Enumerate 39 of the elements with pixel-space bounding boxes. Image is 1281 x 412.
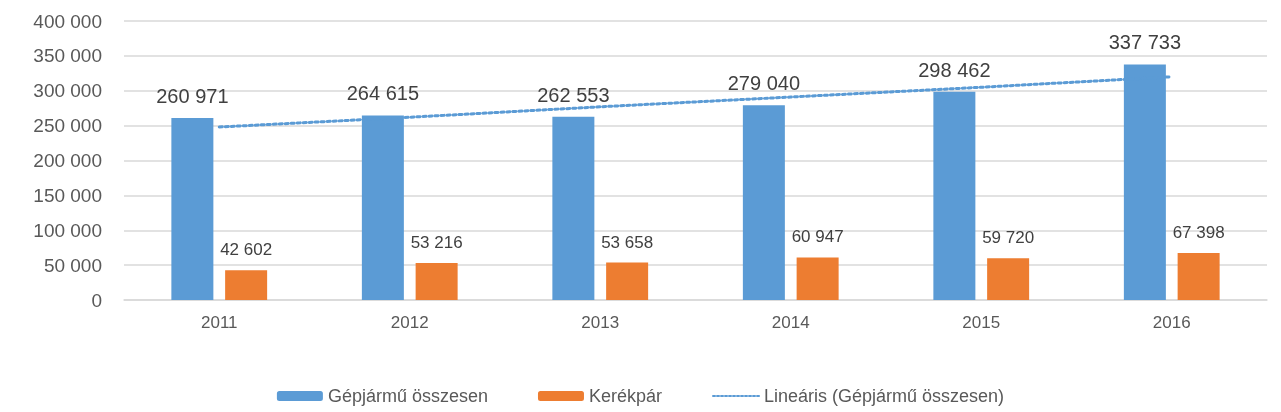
bar — [1177, 252, 1220, 300]
y-tick-label: 250 000 — [33, 115, 102, 137]
bar — [225, 270, 268, 300]
data-label: 264 615 — [346, 82, 420, 105]
bar — [796, 257, 839, 300]
y-tick-label: 200 000 — [33, 150, 102, 171]
data-label: 262 553 — [537, 83, 610, 106]
data-label: 60 947 — [791, 227, 844, 247]
data-label: 279 040 — [727, 72, 801, 95]
y-tick-label: 300 000 — [33, 80, 102, 102]
bar — [415, 262, 458, 300]
bar — [552, 116, 595, 300]
data-label: 298 462 — [918, 58, 991, 81]
y-tick-label: 400 000 — [33, 10, 102, 32]
x-tick-label: 2014 — [771, 313, 810, 332]
legend-label: Kerékpár — [588, 386, 663, 406]
data-label: 53 658 — [601, 232, 654, 252]
legend-label: Gépjármű összesen — [327, 386, 488, 406]
data-label: 260 971 — [156, 84, 229, 107]
x-tick-label: 2013 — [581, 313, 620, 332]
data-label: 42 602 — [220, 240, 273, 260]
y-tick-label: 100 000 — [33, 219, 102, 241]
x-tick-label: 2015 — [962, 313, 1001, 332]
x-tick-label: 2012 — [390, 313, 429, 332]
y-tick-label: 350 000 — [33, 45, 102, 67]
data-label: 53 216 — [410, 232, 463, 252]
bar — [171, 117, 214, 300]
y-tick-label: 0 — [91, 289, 102, 311]
bar — [987, 258, 1030, 300]
data-label: 59 720 — [982, 228, 1035, 248]
bar — [606, 262, 649, 300]
y-tick-label: 50 000 — [43, 254, 102, 276]
legend-label: Lineáris (Gépjármű összesen) — [764, 386, 1005, 406]
x-tick-label: 2011 — [200, 313, 238, 332]
data-label: 67 398 — [1172, 222, 1225, 242]
x-tick-label: 2016 — [1152, 313, 1191, 332]
bar — [742, 105, 785, 300]
y-tick-label: 150 000 — [33, 184, 102, 206]
data-label: 337 733 — [1108, 31, 1182, 54]
